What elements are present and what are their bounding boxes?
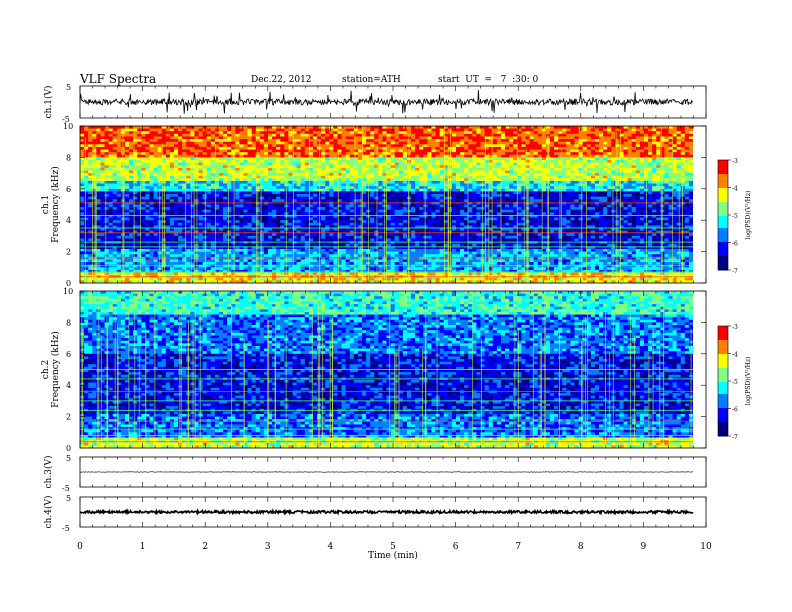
ytick-label: 0 bbox=[66, 444, 71, 453]
colorbar-tick: -6 bbox=[732, 241, 738, 248]
ch1-freq-label: Frequency (kHz) bbox=[50, 166, 61, 243]
ch4-waveform bbox=[80, 511, 693, 513]
ytick-label: 6 bbox=[66, 185, 71, 194]
colorbar-tick: -6 bbox=[732, 407, 738, 414]
ytick-label: 5 bbox=[66, 494, 71, 503]
ytick-label: 8 bbox=[66, 153, 71, 162]
ytick-label: 6 bbox=[66, 350, 71, 359]
ytick-label: -5 bbox=[62, 484, 70, 493]
ytick-label: 2 bbox=[66, 413, 71, 422]
colorbar-tick: -4 bbox=[732, 186, 738, 193]
ch2-spectrogram bbox=[80, 291, 706, 449]
xtick-label: 3 bbox=[265, 542, 271, 552]
ytick-label: 4 bbox=[66, 381, 71, 390]
ytick-label: 10 bbox=[63, 287, 73, 296]
ytick-label: 10 bbox=[63, 122, 73, 131]
colorbar-label: log(PSD)(V²/Hz) bbox=[745, 191, 752, 240]
ytick-label: 5 bbox=[66, 83, 71, 92]
xtick-label: 6 bbox=[453, 542, 459, 552]
colorbar-tick: -7 bbox=[732, 434, 738, 441]
ch1-spec-label: ch.1 bbox=[41, 195, 51, 214]
xtick-label: 0 bbox=[77, 542, 83, 552]
colorbar-tick: -5 bbox=[732, 379, 738, 386]
ytick-label: 4 bbox=[66, 216, 71, 225]
xtick-label: 8 bbox=[578, 542, 584, 552]
ch2-spec-label: ch.2 bbox=[41, 360, 51, 379]
xtick-label: 9 bbox=[641, 542, 647, 552]
xtick-label: 7 bbox=[515, 542, 521, 552]
ytick-label: -5 bbox=[62, 524, 70, 533]
ch2-colorbar bbox=[718, 326, 728, 437]
ch1-spectrogram bbox=[80, 126, 706, 284]
ytick-label: 5 bbox=[66, 454, 71, 463]
colorbar-tick: -3 bbox=[732, 324, 738, 331]
ch3-waveform bbox=[80, 472, 693, 473]
colorbar-tick: -7 bbox=[732, 268, 738, 275]
ch4-ylabel: ch.4(V) bbox=[43, 496, 54, 529]
colorbar-tick: -3 bbox=[732, 158, 738, 165]
colorbar-tick: -5 bbox=[732, 213, 738, 220]
xtick-label: 1 bbox=[140, 542, 146, 552]
x-axis-label: Time (min) bbox=[368, 550, 418, 561]
ch1-colorbar bbox=[718, 160, 728, 271]
ytick-label: 2 bbox=[66, 248, 71, 257]
xtick-label: 2 bbox=[202, 542, 208, 552]
ch1-ylabel: ch.1(V) bbox=[43, 86, 54, 119]
xtick-label: 4 bbox=[328, 542, 334, 552]
ytick-label: 8 bbox=[66, 318, 71, 327]
colorbar-tick: -4 bbox=[732, 352, 738, 359]
ch3-ylabel: ch.3(V) bbox=[43, 456, 54, 489]
xtick-label: 10 bbox=[700, 542, 712, 552]
colorbar-label: log(PSD)(V²/Hz) bbox=[745, 357, 752, 406]
ch2-freq-label: Frequency (kHz) bbox=[50, 331, 61, 408]
ch1-waveform bbox=[80, 90, 693, 114]
